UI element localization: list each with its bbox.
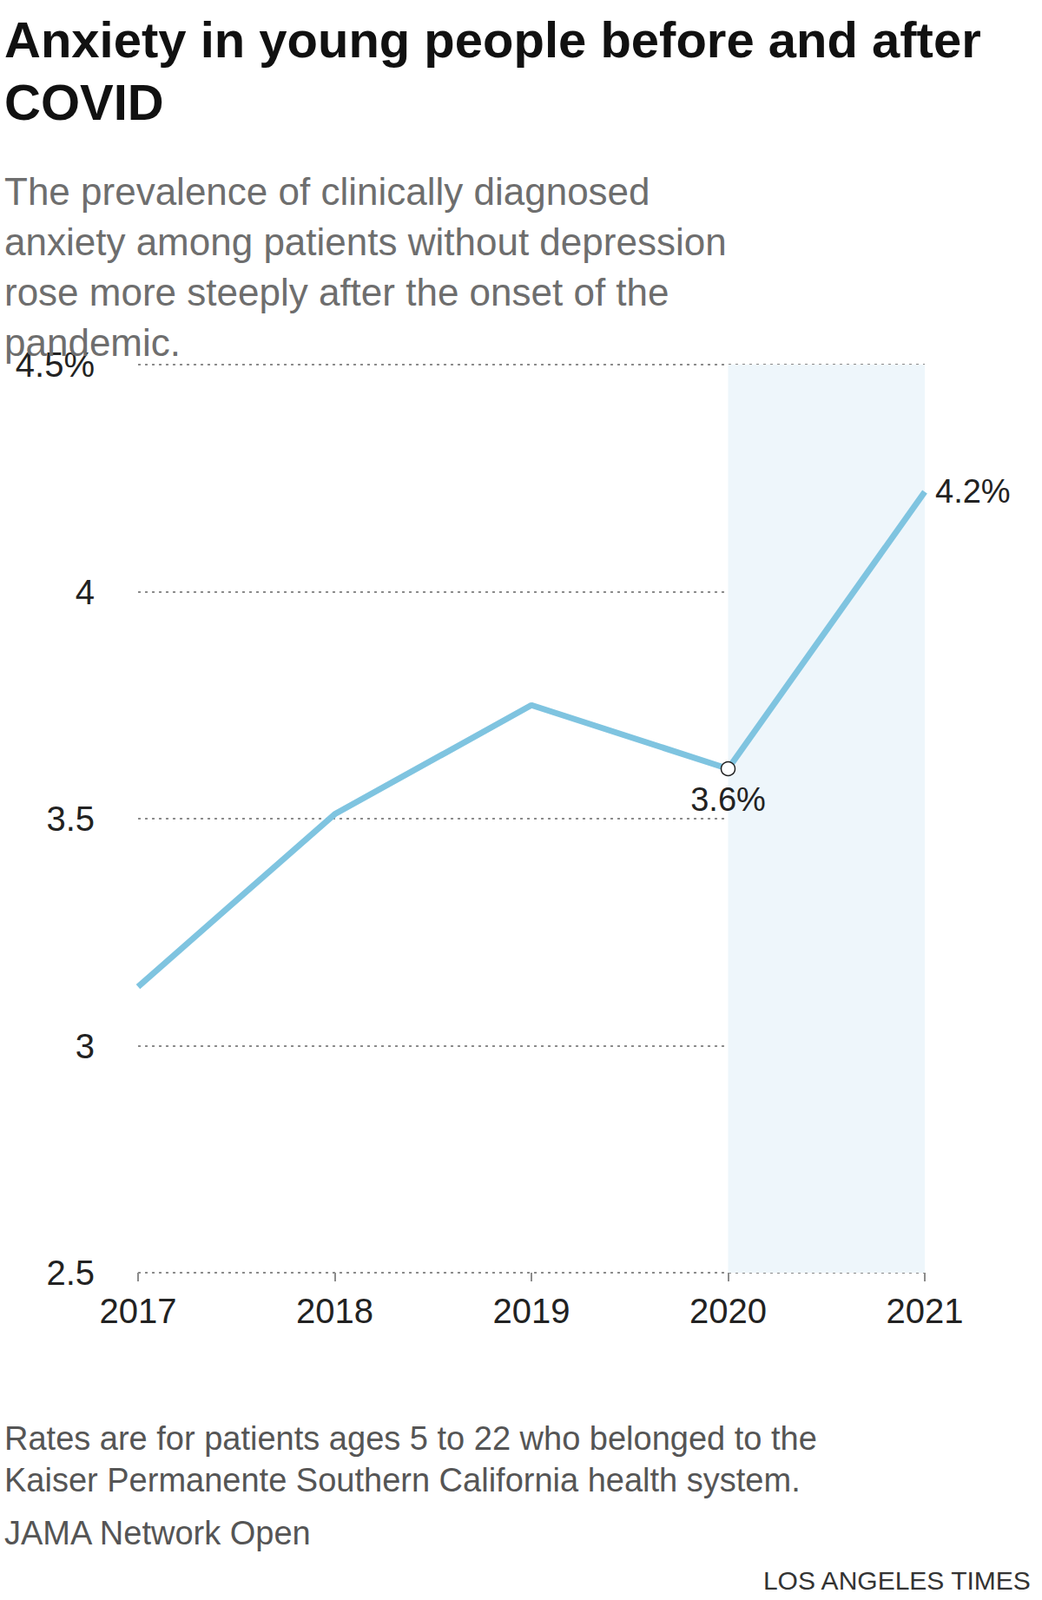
svg-text:LOS ANGELES TIMES: LOS ANGELES TIMES xyxy=(763,1566,1031,1596)
svg-text:JAMA Network Open: JAMA Network Open xyxy=(4,1515,311,1552)
svg-text:rose more steeply after the on: rose more steeply after the onset of the xyxy=(4,270,680,314)
svg-text:Kaiser Permanente Southern Cal: Kaiser Permanente Southern California he… xyxy=(4,1462,801,1499)
svg-text:Anxiety in young people before: Anxiety in young people before and after xyxy=(4,11,996,68)
svg-text:3.6%: 3.6% xyxy=(690,781,766,818)
svg-text:3.5: 3.5 xyxy=(46,799,95,838)
svg-text:2020: 2020 xyxy=(689,1292,767,1331)
svg-text:2018: 2018 xyxy=(296,1292,374,1331)
svg-text:anxiety among patients without: anxiety among patients without depressio… xyxy=(4,220,738,264)
svg-text:COVID: COVID xyxy=(4,73,165,131)
svg-text:pandemic.: pandemic. xyxy=(4,321,181,364)
svg-text:2021: 2021 xyxy=(886,1292,964,1331)
svg-text:2019: 2019 xyxy=(493,1292,571,1331)
svg-text:4: 4 xyxy=(75,573,95,612)
svg-text:2.5: 2.5 xyxy=(46,1253,95,1293)
svg-text:3: 3 xyxy=(75,1027,95,1066)
svg-text:Rates are for patients ages 5: Rates are for patients ages 5 to 22 who … xyxy=(4,1420,826,1458)
svg-text:2017: 2017 xyxy=(99,1292,178,1331)
svg-text:4.5%: 4.5% xyxy=(15,345,95,384)
svg-text:The prevalence of clinically d: The prevalence of clinically diagnosed xyxy=(4,170,661,213)
svg-text:4.2%: 4.2% xyxy=(935,473,1011,510)
